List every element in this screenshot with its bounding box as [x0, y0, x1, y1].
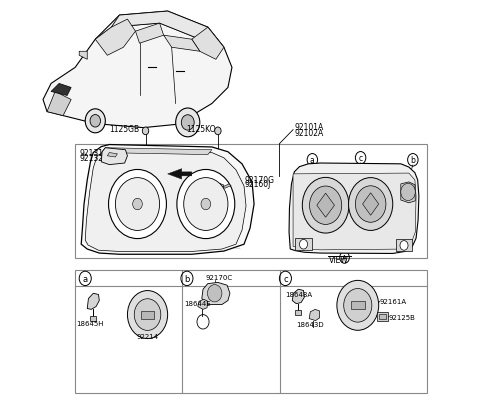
Polygon shape [289, 164, 419, 254]
Polygon shape [79, 52, 87, 60]
Polygon shape [164, 36, 200, 52]
Polygon shape [135, 24, 164, 44]
Ellipse shape [108, 170, 167, 239]
Bar [396, 240, 412, 252]
Ellipse shape [401, 184, 415, 201]
Text: b: b [410, 156, 415, 165]
Ellipse shape [177, 170, 235, 239]
Text: 92131: 92131 [79, 149, 103, 158]
Polygon shape [168, 169, 192, 180]
Text: 18645H: 18645H [76, 320, 104, 326]
Text: a: a [310, 156, 315, 165]
Ellipse shape [90, 115, 100, 128]
Polygon shape [198, 300, 208, 310]
Ellipse shape [201, 199, 211, 210]
Ellipse shape [184, 178, 228, 231]
Polygon shape [401, 182, 415, 203]
Text: 1125KO: 1125KO [186, 125, 216, 134]
Ellipse shape [134, 299, 161, 330]
Polygon shape [85, 152, 246, 252]
Ellipse shape [300, 240, 308, 249]
Ellipse shape [400, 241, 408, 251]
Text: 92125B: 92125B [389, 314, 416, 320]
Ellipse shape [128, 291, 168, 339]
Polygon shape [292, 290, 304, 304]
Polygon shape [317, 194, 335, 218]
Polygon shape [192, 28, 224, 60]
Text: 92160J: 92160J [244, 180, 270, 189]
Text: A: A [342, 255, 347, 261]
Ellipse shape [207, 285, 222, 302]
Polygon shape [51, 84, 71, 96]
Polygon shape [81, 145, 254, 255]
Text: c: c [283, 274, 288, 283]
Polygon shape [293, 174, 416, 250]
Polygon shape [101, 148, 212, 155]
Bar [75, 271, 427, 393]
Text: 92170C: 92170C [206, 274, 233, 280]
Bar [141, 311, 155, 319]
Bar [351, 302, 365, 310]
Polygon shape [43, 12, 232, 128]
Bar [90, 316, 96, 321]
Polygon shape [96, 20, 135, 56]
Polygon shape [309, 310, 320, 321]
Ellipse shape [176, 109, 200, 138]
Polygon shape [202, 283, 230, 305]
Text: 18648A: 18648A [286, 292, 312, 298]
Text: 92101A: 92101A [294, 123, 324, 132]
Polygon shape [362, 193, 379, 216]
Text: 92132D: 92132D [79, 154, 109, 162]
Text: c: c [359, 154, 363, 163]
Polygon shape [223, 184, 231, 189]
Ellipse shape [302, 178, 349, 233]
Ellipse shape [142, 128, 149, 136]
Bar [379, 314, 386, 319]
Text: a: a [83, 274, 88, 283]
Ellipse shape [310, 186, 342, 225]
Ellipse shape [348, 178, 393, 231]
Bar [296, 239, 312, 251]
Ellipse shape [85, 109, 105, 134]
Text: b: b [184, 274, 190, 283]
Text: 18644E: 18644E [184, 300, 211, 306]
Polygon shape [87, 294, 99, 310]
Polygon shape [47, 92, 71, 116]
Polygon shape [111, 12, 224, 48]
Ellipse shape [115, 178, 159, 231]
Ellipse shape [337, 281, 379, 330]
Text: 92214: 92214 [136, 333, 158, 339]
Polygon shape [108, 153, 118, 158]
Bar [377, 312, 388, 321]
Text: 92161A: 92161A [380, 299, 407, 304]
Text: VIEW: VIEW [328, 256, 348, 265]
Bar [75, 144, 427, 259]
Ellipse shape [181, 115, 194, 131]
Ellipse shape [344, 289, 372, 322]
Text: 92170G: 92170G [244, 175, 274, 184]
Ellipse shape [132, 199, 142, 210]
Text: 1125GB: 1125GB [109, 125, 140, 134]
Ellipse shape [215, 128, 221, 136]
Bar [296, 310, 301, 315]
Polygon shape [101, 148, 128, 165]
Ellipse shape [355, 186, 386, 223]
Text: A: A [195, 166, 201, 175]
Polygon shape [203, 184, 224, 190]
Text: 18643D: 18643D [296, 321, 324, 327]
Text: 92102A: 92102A [294, 129, 324, 138]
